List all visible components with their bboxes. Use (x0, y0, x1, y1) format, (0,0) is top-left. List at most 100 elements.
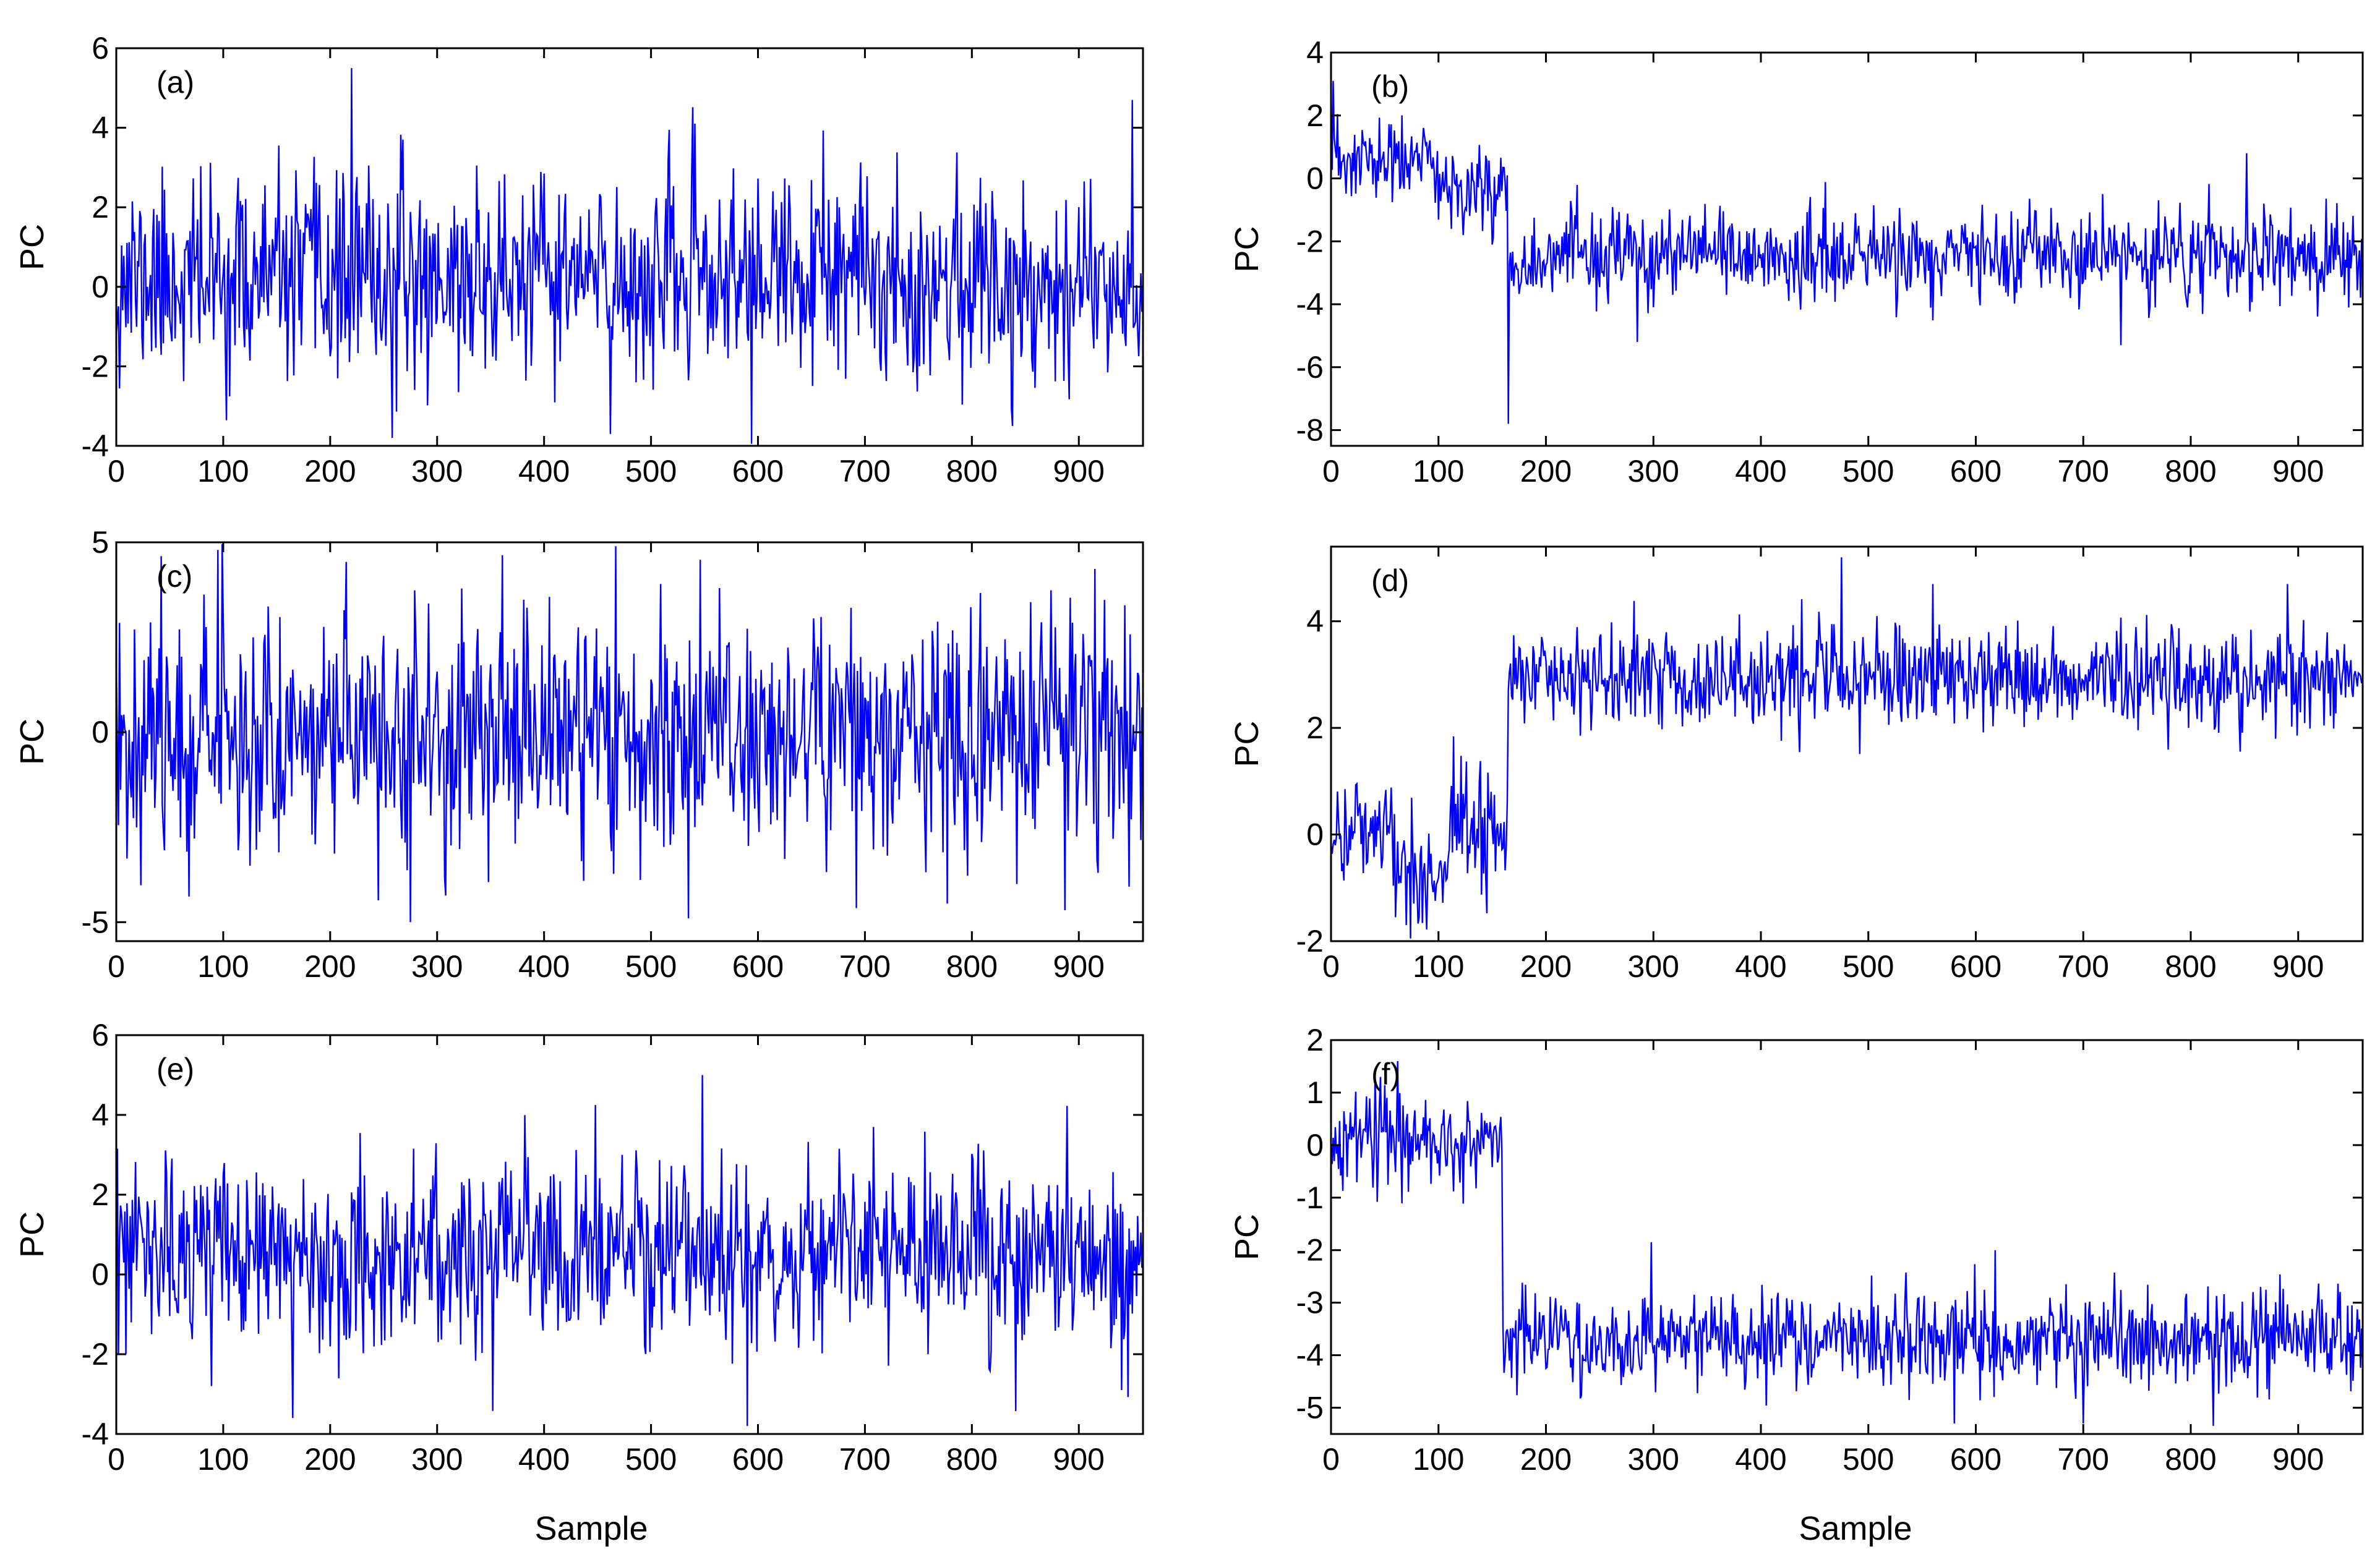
x-axis-label: Sample (534, 1510, 648, 1547)
x-tick-label: 300 (411, 454, 463, 489)
series-line-1 (1331, 557, 2363, 939)
x-tick-label: 100 (197, 1442, 249, 1477)
y-tick-label: 6 (92, 1018, 109, 1052)
x-tick-label: 700 (2058, 949, 2109, 984)
y-tick-label: 4 (1306, 604, 1324, 639)
y-axis-label: PC (14, 719, 51, 765)
y-tick-label: 0 (92, 1257, 109, 1292)
y-tick-label: -4 (82, 1417, 109, 1451)
x-tick-label: 200 (304, 1442, 356, 1477)
series-line-1 (1331, 80, 2363, 424)
y-tick-label: -6 (1296, 350, 1324, 385)
series-line-1 (1331, 1060, 2363, 1426)
y-tick-label: -3 (1296, 1286, 1324, 1320)
y-tick-label: 4 (1306, 35, 1324, 70)
axes-frame (1330, 545, 2364, 942)
y-tick-label: 0 (1306, 1128, 1324, 1163)
x-tick-label: 600 (1950, 454, 2001, 489)
x-tick-label: 400 (1735, 949, 1786, 984)
x-tick-label: 400 (518, 949, 570, 984)
y-tick-label: 1 (1306, 1075, 1324, 1110)
x-tick-label: 0 (108, 454, 125, 489)
x-tick-label: 100 (1413, 949, 1464, 984)
x-tick-label: 600 (732, 454, 784, 489)
x-tick-label: 400 (1735, 454, 1786, 489)
x-tick-label: 200 (1520, 949, 1572, 984)
x-tick-label: 900 (1053, 949, 1105, 984)
panel-f: 0 100 200 300 400 500 600 700 800 900 -5 -4 -3 -2 -1 0 1… (1228, 1023, 2364, 1547)
x-tick-label: 200 (1520, 454, 1572, 489)
y-tick-label: 4 (92, 111, 109, 145)
y-axis-label: PC (14, 224, 51, 270)
y-tick-label: -2 (1296, 924, 1324, 958)
y-axis-label: PC (1228, 1214, 1265, 1260)
panel-a: 0 100 200 300 400 500 600 700 800 900 -4 -2 0 2 4 6 PC (a… (14, 31, 1144, 489)
x-tick-label: 400 (518, 454, 570, 489)
x-tick-label: 0 (1322, 949, 1340, 984)
y-tick-label: 2 (1306, 98, 1324, 133)
panel-label: (a) (156, 65, 194, 100)
x-tick-label: 400 (1735, 1442, 1786, 1477)
x-tick-label: 800 (2165, 949, 2216, 984)
y-tick-label: 5 (92, 525, 109, 560)
x-tick-label: 600 (1950, 1442, 2001, 1477)
x-tick-label: 700 (839, 1442, 891, 1477)
x-tick-label: 300 (1628, 949, 1679, 984)
panel-label: (e) (156, 1052, 194, 1086)
y-tick-label: 0 (92, 270, 109, 304)
x-tick-label: 700 (839, 454, 891, 489)
y-axis-label: PC (1228, 226, 1265, 272)
x-tick-label: 800 (2165, 454, 2216, 489)
series-line-1 (116, 1075, 1143, 1427)
x-tick-label: 900 (2272, 1442, 2324, 1477)
x-tick-label: 500 (1843, 949, 1894, 984)
x-tick-label: 500 (625, 1442, 677, 1477)
panel-label: (b) (1371, 69, 1409, 104)
panel-c: 0 100 200 300 400 500 600 700 800 900 -5 0 5 PC (c) (14, 525, 1144, 984)
y-tick-label: 0 (1306, 817, 1324, 852)
panel-b: 0 100 200 300 400 500 600 700 800 900 -8 -6 -4 -2 0 2 4 P… (1228, 35, 2364, 489)
y-tick-label: -2 (82, 1337, 109, 1372)
x-axis-label: Sample (1799, 1510, 1912, 1547)
axes-frame (1330, 1039, 2364, 1435)
y-tick-label: -2 (82, 349, 109, 383)
y-tick-label: -2 (1296, 224, 1324, 258)
y-tick-label: 2 (1306, 1023, 1324, 1057)
y-tick-label: 2 (92, 190, 109, 224)
x-tick-label: 200 (304, 454, 356, 489)
x-tick-label: 100 (1413, 454, 1464, 489)
y-tick-label: -8 (1296, 413, 1324, 448)
x-tick-label: 900 (2272, 949, 2324, 984)
x-tick-label: 300 (1628, 1442, 1679, 1477)
x-tick-label: 600 (1950, 949, 2001, 984)
x-tick-label: 500 (1843, 1442, 1894, 1477)
axes-frame (1330, 51, 2364, 447)
y-tick-label: 6 (92, 31, 109, 66)
x-tick-label: 900 (1053, 454, 1105, 489)
x-tick-label: 800 (946, 949, 998, 984)
x-tick-label: 500 (625, 949, 677, 984)
axes-frame (115, 47, 1144, 447)
series-line-1 (116, 544, 1143, 923)
x-tick-label: 0 (1322, 454, 1340, 489)
y-axis-label: PC (14, 1211, 51, 1258)
x-tick-label: 800 (946, 454, 998, 489)
y-tick-label: -5 (1296, 1391, 1324, 1425)
x-tick-label: 800 (946, 1442, 998, 1477)
y-tick-label: -4 (1296, 1338, 1324, 1373)
axes-frame (115, 541, 1144, 942)
x-tick-label: 900 (1053, 1442, 1105, 1477)
y-tick-label: -4 (1296, 287, 1324, 322)
panel-label: (f) (1371, 1057, 1400, 1091)
x-tick-label: 700 (2058, 1442, 2109, 1477)
x-tick-label: 700 (2058, 454, 2109, 489)
y-tick-label: -2 (1296, 1233, 1324, 1268)
panel-label: (d) (1371, 563, 1409, 598)
x-tick-label: 0 (1322, 1442, 1340, 1477)
x-tick-label: 500 (625, 454, 677, 489)
x-tick-label: 600 (732, 1442, 784, 1477)
y-tick-label: -1 (1296, 1180, 1324, 1215)
y-tick-label: 2 (92, 1177, 109, 1212)
x-tick-label: 400 (518, 1442, 570, 1477)
